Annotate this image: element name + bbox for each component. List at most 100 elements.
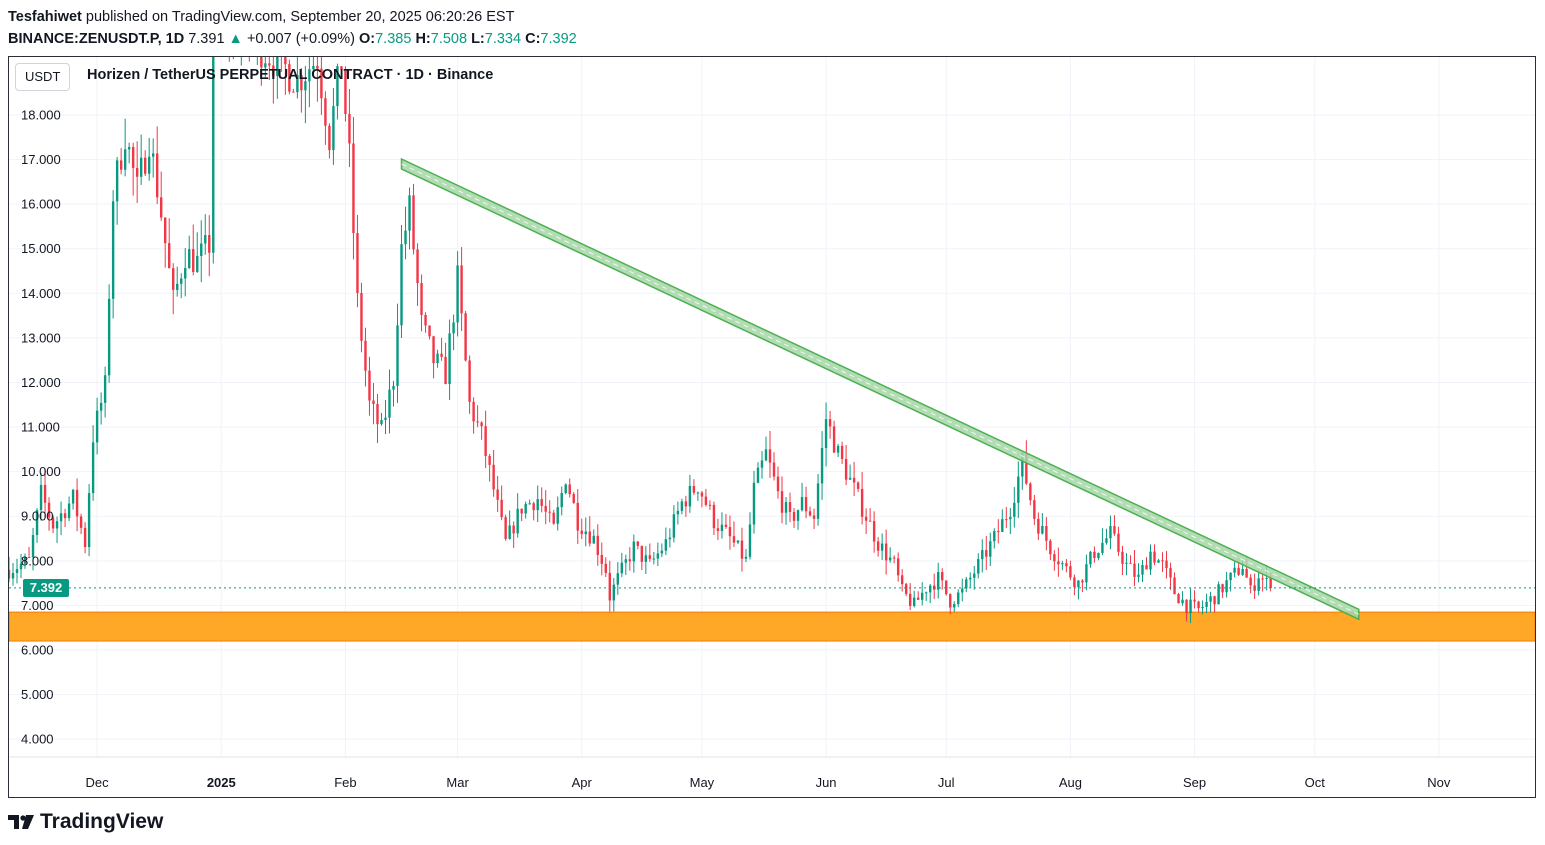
candle-down <box>684 495 688 517</box>
candle-body <box>965 579 968 589</box>
candle-down <box>876 537 880 557</box>
candle-body <box>977 559 980 574</box>
candle-body <box>264 63 267 68</box>
trendline-layer[interactable] <box>400 157 1360 621</box>
candle-up <box>91 425 95 501</box>
price-chart[interactable]: 4.000 5.000 6.000 7.000 8.000 9.000 10.000 11.0… <box>9 57 1535 797</box>
tradingview-logo-text[interactable]: TradingView <box>40 810 164 833</box>
x-tick-label: Jul <box>938 775 955 790</box>
candle-down <box>356 214 359 308</box>
candle-body <box>1145 565 1148 570</box>
candle-body <box>520 508 523 514</box>
candle-down <box>440 337 443 361</box>
candle-body <box>63 513 67 519</box>
candle-body <box>103 375 107 403</box>
candle-up <box>188 235 191 269</box>
y-tick-label: 11.000 <box>21 420 60 435</box>
candle-body <box>524 503 527 514</box>
candle-up <box>668 528 672 548</box>
chart-panel[interactable]: 4.000 5.000 6.000 7.000 8.000 9.000 10.000 11.0… <box>8 56 1536 798</box>
author-name[interactable]: Tesfahiwet <box>8 9 82 25</box>
candle-down <box>488 454 491 482</box>
y-tick-label: 6.000 <box>21 642 54 657</box>
candle-down <box>604 557 607 578</box>
candle-body <box>1081 580 1084 583</box>
candle-body <box>792 511 796 521</box>
candle-body <box>836 445 840 453</box>
candle-body <box>408 195 411 231</box>
candle-up <box>276 57 279 99</box>
candle-body <box>941 572 944 581</box>
candle-body <box>43 484 47 503</box>
x-axis[interactable]: Dec 2025 Feb Mar Apr May Jun Jul Aug Sep Oct Nov <box>9 756 1535 790</box>
candle-up <box>1125 553 1128 576</box>
candle-body <box>640 545 644 562</box>
candle-down <box>896 552 900 582</box>
candle-body <box>772 462 776 477</box>
candle-up <box>784 496 788 525</box>
y-axis[interactable]: 4.000 5.000 6.000 7.000 8.000 9.000 10.000 11.0… <box>21 107 61 746</box>
candle-up <box>957 589 960 608</box>
candle-body <box>1097 552 1100 559</box>
candle-body <box>127 147 131 150</box>
candle-down <box>1133 550 1136 586</box>
candle-down <box>600 542 603 576</box>
candle-body <box>552 512 555 524</box>
y-tick-label: 5.000 <box>21 687 54 702</box>
candle-down <box>776 466 780 499</box>
currency-badge[interactable]: USDT <box>15 63 71 91</box>
candle-body <box>360 292 363 341</box>
candle-up <box>688 474 692 513</box>
candle-body <box>412 195 415 250</box>
candle-down <box>808 506 812 517</box>
candle-body <box>188 249 191 269</box>
candle-down <box>168 218 171 269</box>
candle-body <box>872 521 876 542</box>
candle-body <box>1137 574 1140 577</box>
candle-up <box>256 57 258 66</box>
change-value: +0.007 (+0.09%) <box>246 31 355 47</box>
candle-body <box>1185 599 1188 614</box>
y-tick-label: 14.000 <box>21 286 61 301</box>
candle-body <box>884 543 888 561</box>
candle-down <box>119 148 123 175</box>
candle-body <box>348 113 351 144</box>
candle-down <box>768 430 772 478</box>
candle-up <box>296 57 299 99</box>
candle-body <box>925 592 928 594</box>
candle-down <box>716 518 720 540</box>
candle-up <box>71 488 75 510</box>
candle-body <box>296 74 299 93</box>
candle-down <box>9 556 11 583</box>
candle-body <box>1117 533 1120 552</box>
candle-body <box>1049 540 1052 555</box>
candle-down <box>933 573 936 600</box>
candle-body <box>496 489 499 500</box>
candle-up <box>240 57 242 66</box>
candle-body <box>356 233 359 293</box>
candle-up <box>264 57 267 78</box>
candle-down <box>1121 545 1124 575</box>
candle-down <box>135 141 139 204</box>
candle-up <box>800 482 804 512</box>
grid <box>9 57 1535 757</box>
candle-body <box>147 156 151 174</box>
symbol-interval: BINANCE:ZENUSDT.P, 1D <box>8 31 185 47</box>
candle-body <box>548 511 551 513</box>
candle-body <box>151 153 155 157</box>
candle-body <box>1121 551 1124 564</box>
candle-body <box>328 125 331 151</box>
candle-body <box>308 69 311 82</box>
y-tick-label: 10.000 <box>21 464 61 479</box>
candle-down <box>840 441 844 464</box>
candle-down <box>248 57 250 62</box>
candle-body <box>1177 594 1180 604</box>
candle-body <box>588 531 591 544</box>
candle-body <box>476 421 479 423</box>
candle-body <box>532 503 535 511</box>
candle-body <box>268 63 271 66</box>
candle-down <box>292 88 295 93</box>
candle-down <box>532 501 535 521</box>
candle-body <box>620 562 624 574</box>
candle-down <box>520 508 523 522</box>
